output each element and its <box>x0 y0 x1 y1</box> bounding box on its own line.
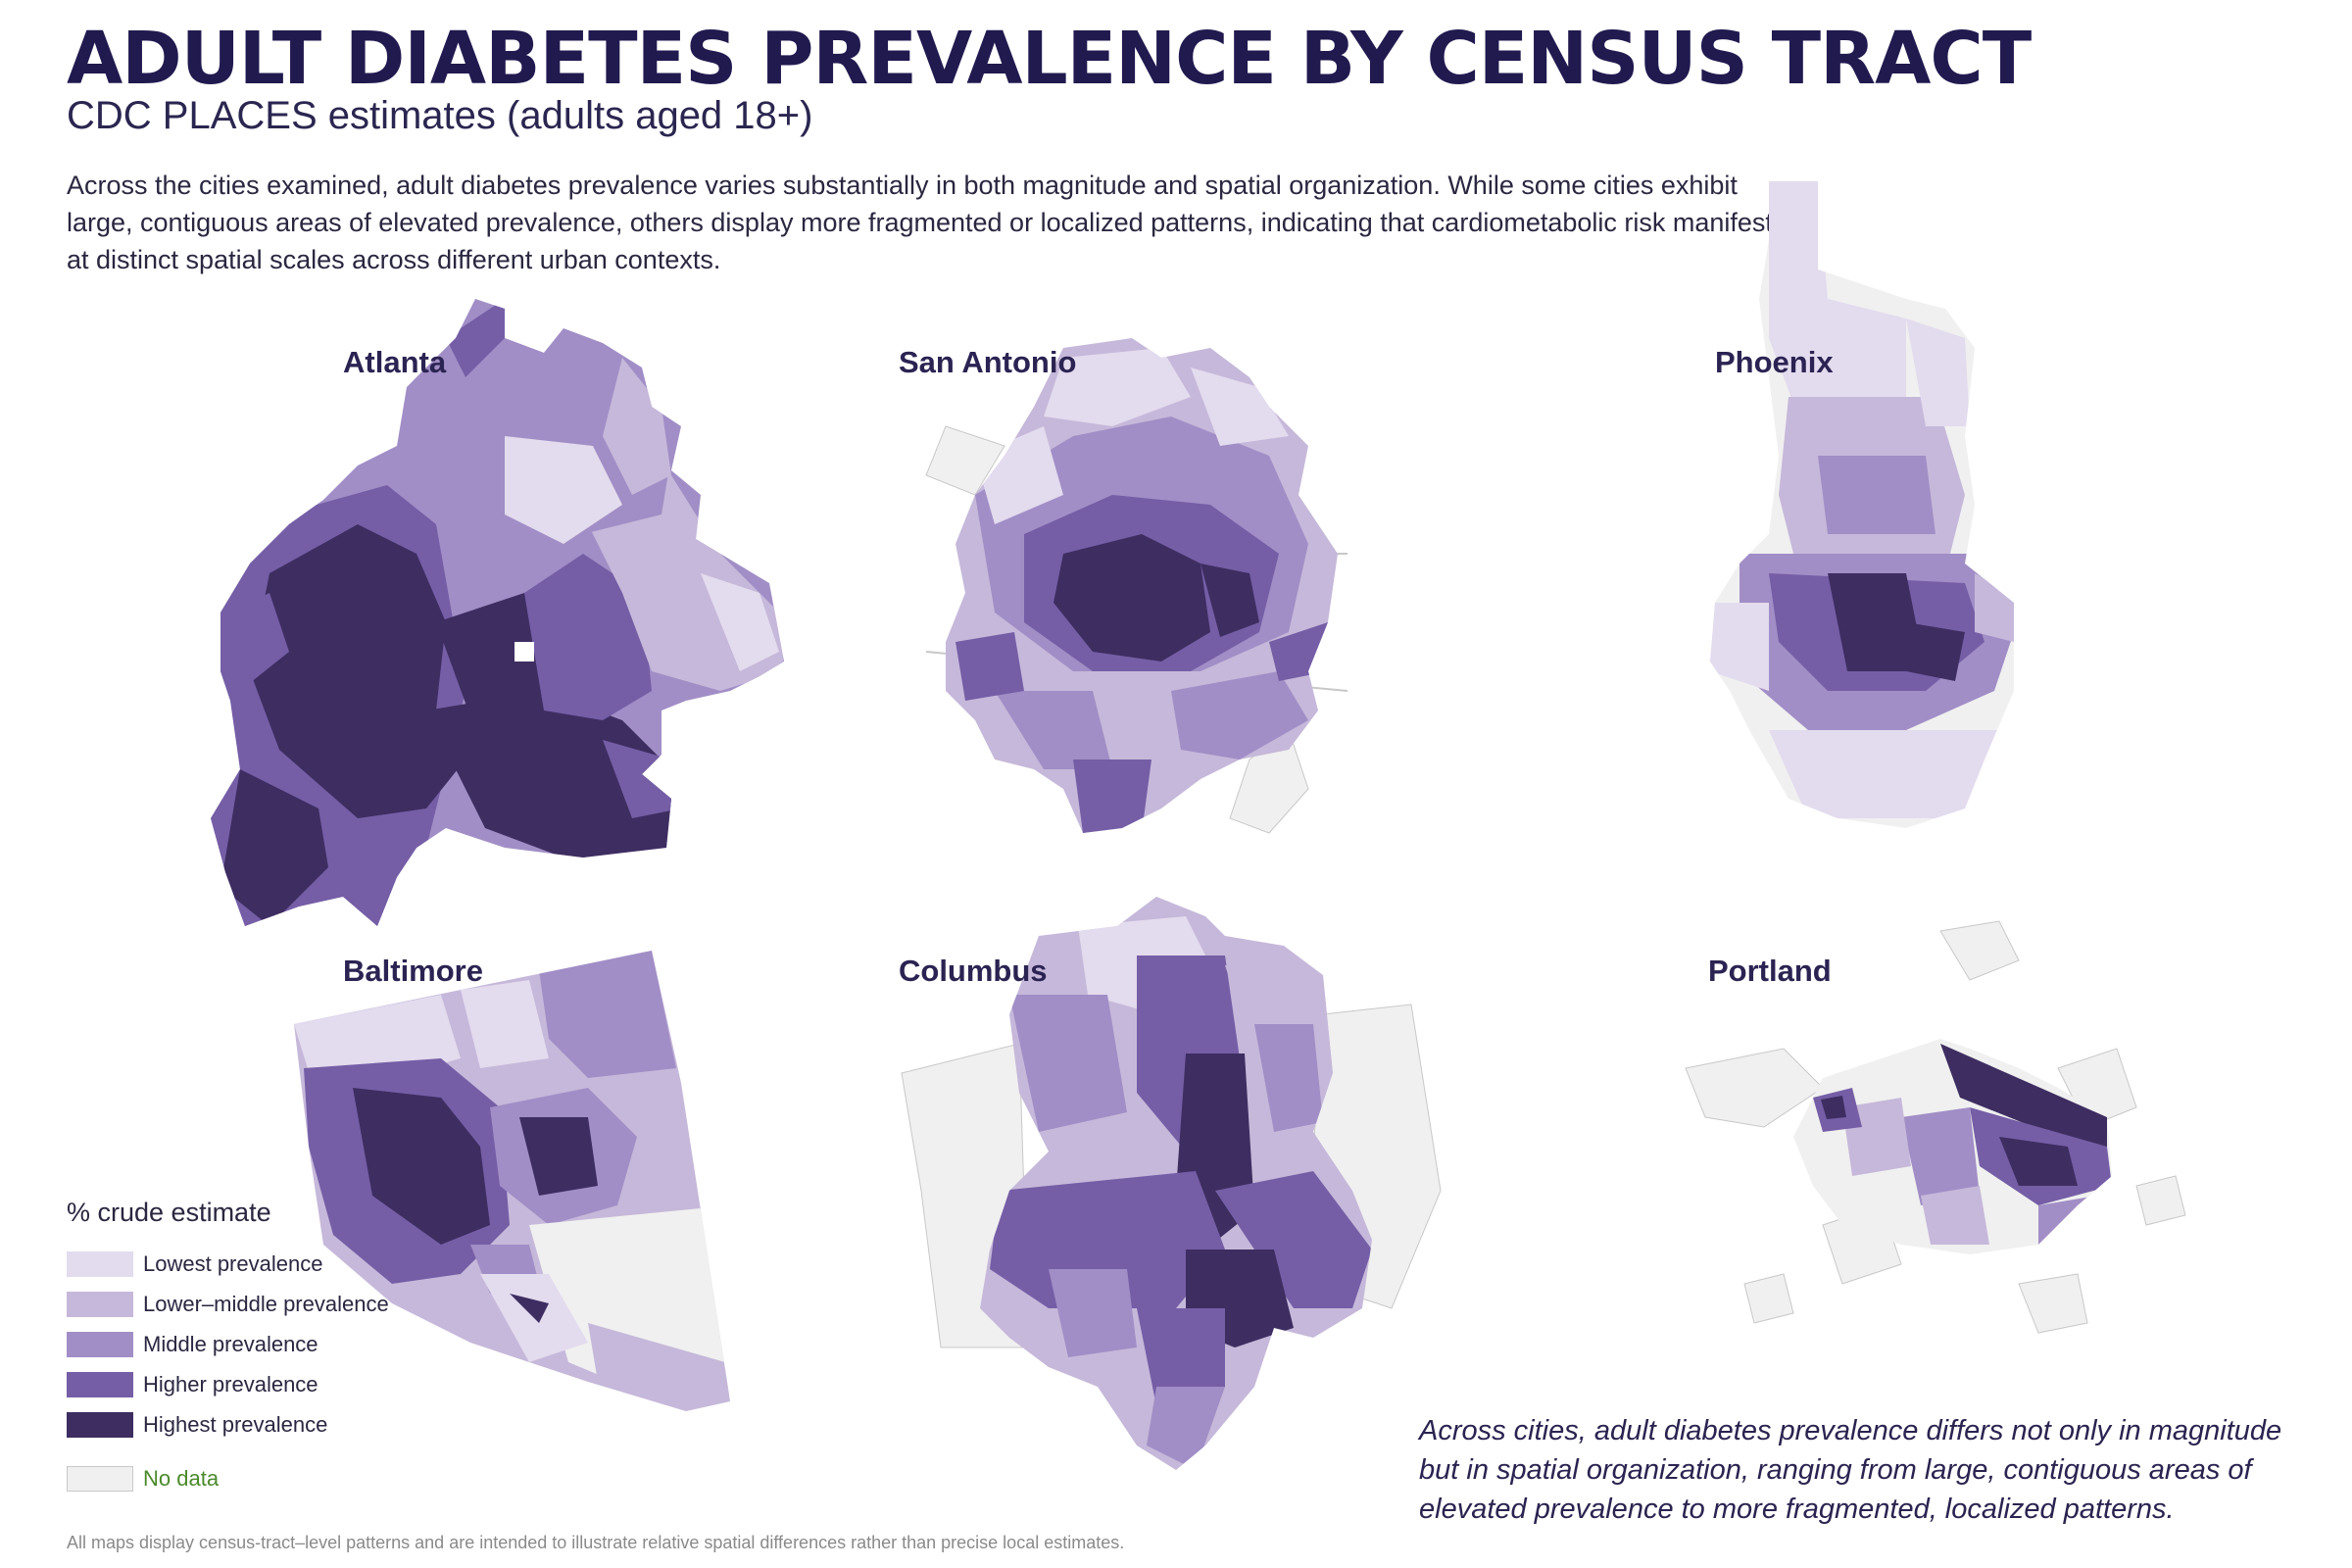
page-subtitle: CDC PLACES estimates (adults aged 18+) <box>67 94 813 137</box>
legend-swatch <box>67 1291 133 1317</box>
legend-swatch <box>67 1331 133 1357</box>
legend-label: Lowest prevalence <box>143 1250 323 1276</box>
legend-swatch-no-data <box>67 1465 133 1492</box>
city-label-baltimore: Baltimore <box>343 954 483 988</box>
conclusion-text: Across cities, adult diabetes prevalence… <box>1419 1415 2282 1525</box>
footnote: All maps display census-tract–level patt… <box>67 1533 1125 1552</box>
city-label-portland: Portland <box>1708 954 1832 988</box>
legend-label-no-data: No data <box>143 1465 220 1491</box>
map-atlanta <box>211 299 784 926</box>
legend-swatch <box>67 1371 133 1397</box>
map-phoenix <box>1710 181 2014 828</box>
page-title: ADULT DIABETES PREVALENCE BY CENSUS TRAC… <box>67 17 2032 101</box>
legend-label: Lower–middle prevalence <box>143 1291 389 1316</box>
legend-swatch <box>67 1411 133 1438</box>
map-legend: % crude estimate Lowest prevalence Lower… <box>67 1198 400 1498</box>
legend-swatch <box>67 1250 133 1277</box>
legend-label: Highest prevalence <box>143 1411 328 1437</box>
map-san-antonio <box>925 338 1348 834</box>
city-label-atlanta: Atlanta <box>343 345 447 379</box>
legend-item-higher: Higher prevalence <box>67 1364 400 1404</box>
map-portland <box>1685 920 2186 1334</box>
map-baltimore <box>294 951 730 1411</box>
city-label-san-antonio: San Antonio <box>899 345 1077 379</box>
legend-item-lowest: Lowest prevalence <box>67 1244 400 1284</box>
legend-label: Middle prevalence <box>143 1331 318 1356</box>
legend-item-highest: Highest prevalence <box>67 1404 400 1445</box>
city-label-phoenix: Phoenix <box>1715 345 1834 379</box>
map-columbus <box>901 897 1442 1470</box>
legend-item-middle: Middle prevalence <box>67 1324 400 1364</box>
intro-paragraph: Across the cities examined, adult diabet… <box>67 171 1787 274</box>
legend-item-no-data: No data <box>67 1458 400 1498</box>
city-label-columbus: Columbus <box>899 954 1048 988</box>
legend-item-lower-middle: Lower–middle prevalence <box>67 1284 400 1324</box>
legend-title: % crude estimate <box>67 1198 271 1227</box>
legend-label: Higher prevalence <box>143 1371 318 1396</box>
